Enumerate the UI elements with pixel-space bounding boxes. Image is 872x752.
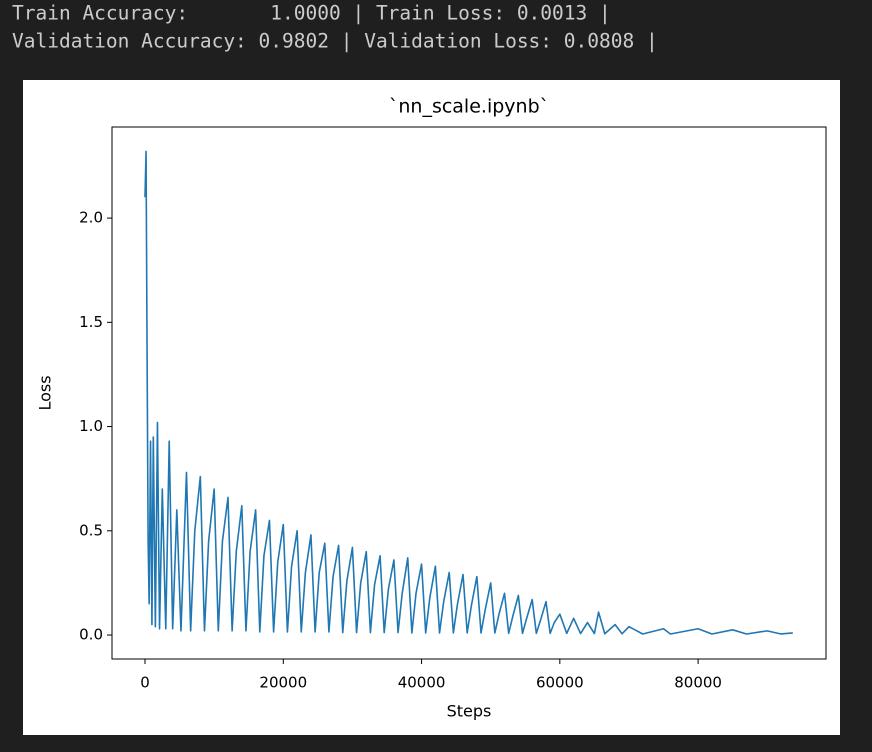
x-axis-label: Steps (447, 702, 492, 721)
x-tick-label: 80000 (674, 674, 722, 692)
chart-title: `nn_scale.ipynb` (389, 96, 549, 118)
loss-line (144, 150, 793, 635)
y-tick-label: 2.0 (79, 209, 103, 227)
y-tick-label: 0.0 (79, 626, 103, 644)
y-tick-label: 1.5 (79, 313, 103, 331)
console-line: Train Accuracy: 1.0000 | Train Loss: 0.0… (12, 2, 611, 25)
x-tick-label: 40000 (398, 674, 446, 692)
x-tick-label: 60000 (536, 674, 584, 692)
plot-frame (111, 126, 827, 660)
y-tick-label: 0.5 (79, 521, 103, 539)
x-tick-label: 20000 (259, 674, 307, 692)
console-line: Validation Accuracy: 0.9802 | Validation… (12, 30, 658, 53)
y-axis-label: Loss (36, 375, 55, 410)
y-tick-label: 1.0 (79, 417, 103, 435)
x-tick-label: 0 (140, 674, 150, 692)
